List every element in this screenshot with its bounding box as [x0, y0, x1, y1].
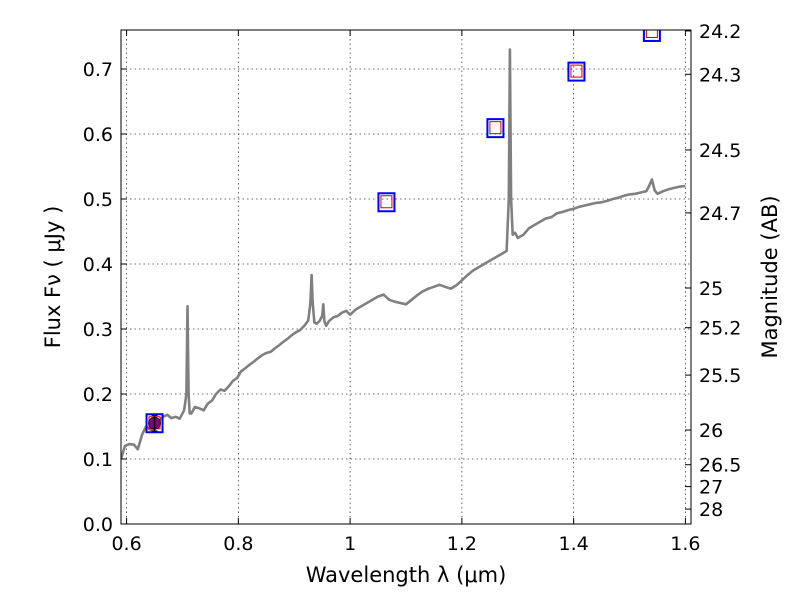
grid-lines [121, 30, 691, 525]
y2-tick-label: 24.7 [699, 203, 741, 225]
x-tick-label: 1.2 [447, 533, 477, 555]
y-tick-label: 0.6 [83, 124, 113, 146]
x-tick-label: 1.4 [559, 533, 589, 555]
photometry-model-box [570, 64, 583, 78]
photometry-box [567, 61, 586, 82]
y-tick-label: 0.7 [83, 59, 113, 81]
x-tick-label: 1.6 [670, 533, 700, 555]
photometry-marker [486, 118, 505, 139]
y2-axis-label: Magnitude (AB) [758, 195, 782, 358]
photometry-marker [642, 30, 661, 42]
photometry-box [642, 30, 661, 42]
plot-area [121, 30, 686, 460]
photometry-markers [145, 30, 661, 434]
y-tick-label: 0.2 [83, 384, 113, 406]
axis-tick-labels: 0.6 0.8 1 1.2 1.4 1.6 0.0 0.1 0.2 0.3 0.4 0.5 0.6 0.7… [83, 21, 742, 555]
y-tick-label: 0.0 [83, 514, 113, 536]
y2-tick-label: 25 [699, 278, 723, 300]
y2-tick-label: 26 [699, 420, 723, 442]
plot-frame [120, 29, 692, 525]
y2-tick-label: 25.2 [699, 318, 741, 340]
y-tick-label: 0.3 [83, 319, 113, 341]
photometry-marker [377, 192, 396, 213]
y-tick-label: 0.4 [83, 254, 113, 276]
y-tick-label: 0.5 [83, 189, 113, 211]
y2-tick-label: 26.5 [699, 455, 741, 477]
y2-tick-label: 27 [699, 477, 723, 499]
x-tick-label: 0.8 [223, 533, 253, 555]
x-tick-label: 1 [344, 533, 356, 555]
y2-tick-label: 25.5 [699, 365, 741, 387]
photometry-box [145, 413, 164, 434]
y2-tick-label: 24.2 [699, 21, 741, 43]
spectrum-line [121, 48, 686, 460]
y-tick-label: 0.1 [83, 449, 113, 471]
x-tick-label: 0.6 [111, 533, 141, 555]
measured-point [148, 414, 161, 432]
y2-tick-label: 28 [699, 499, 723, 521]
photometry-marker [567, 61, 586, 82]
y2-tick-label: 24.5 [699, 140, 741, 162]
y2-tick-label: 24.3 [699, 64, 741, 86]
y-axis-label: Flux Fν ( μJy ) [41, 206, 65, 349]
photometry-box [377, 192, 396, 213]
photometry-model-box [380, 195, 393, 209]
x-axis-label: Wavelength λ (μm) [306, 563, 507, 587]
axis-ticks [121, 30, 691, 525]
photometry-model-box [645, 30, 658, 38]
photometry-box [486, 118, 505, 139]
photometry-model-box [489, 121, 502, 135]
